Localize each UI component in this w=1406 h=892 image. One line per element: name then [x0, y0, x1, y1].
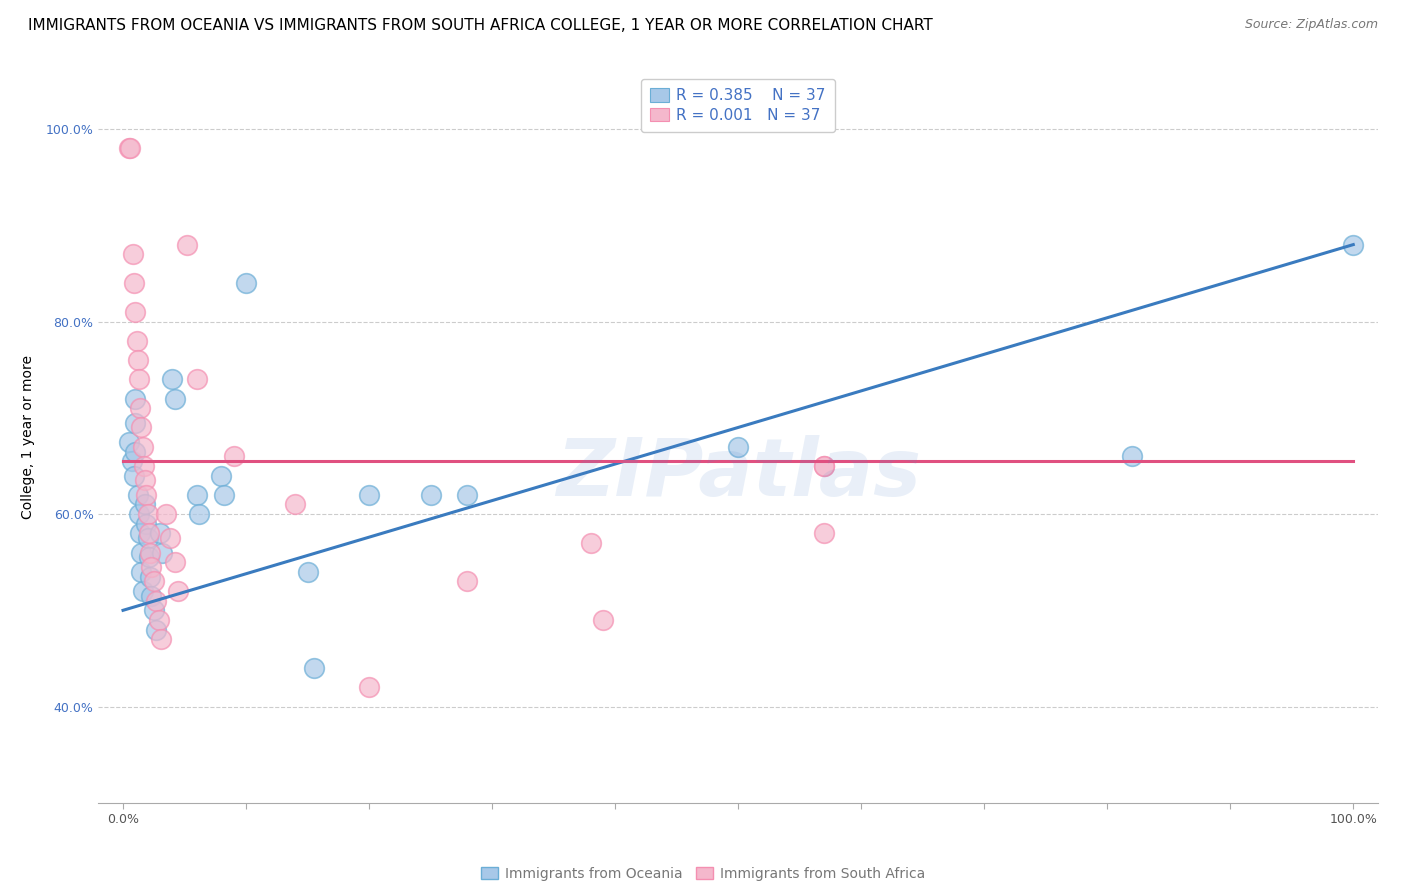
Legend: R = 0.385    N = 37, R = 0.001   N = 37: R = 0.385 N = 37, R = 0.001 N = 37: [641, 79, 835, 132]
Point: [125, 334, 148, 348]
Point: [186, 488, 208, 502]
Point: [127, 488, 149, 502]
Point: [813, 526, 835, 541]
Point: [136, 507, 159, 521]
Point: [284, 498, 307, 512]
Point: [141, 560, 163, 574]
Point: [163, 392, 186, 406]
Point: [132, 584, 155, 599]
Point: [124, 305, 146, 319]
Point: [132, 440, 155, 454]
Point: [727, 440, 749, 454]
Point: [135, 516, 157, 531]
Point: [188, 507, 211, 521]
Point: [1341, 237, 1364, 252]
Point: [222, 450, 245, 464]
Point: [579, 536, 602, 550]
Point: [152, 545, 174, 559]
Point: [456, 488, 478, 502]
Point: [129, 526, 152, 541]
Point: [235, 276, 257, 290]
Point: [141, 589, 163, 603]
Point: [124, 392, 146, 406]
Point: [131, 420, 153, 434]
Point: [131, 565, 153, 579]
Point: [118, 434, 141, 449]
Point: [159, 531, 181, 545]
Point: [122, 468, 145, 483]
Point: [297, 565, 319, 579]
Point: [134, 498, 156, 512]
Point: [129, 401, 152, 416]
Point: [167, 584, 190, 599]
Point: [145, 593, 167, 607]
Text: IMMIGRANTS FROM OCEANIA VS IMMIGRANTS FROM SOUTH AFRICA COLLEGE, 1 YEAR OR MORE : IMMIGRANTS FROM OCEANIA VS IMMIGRANTS FR…: [28, 18, 932, 33]
Point: [813, 458, 835, 473]
Point: [302, 661, 325, 675]
Point: [813, 458, 835, 473]
Point: [155, 507, 177, 521]
Point: [212, 488, 235, 502]
Point: [163, 555, 186, 569]
Point: [211, 468, 233, 483]
Point: [128, 507, 150, 521]
Point: [592, 613, 614, 627]
Point: [162, 372, 183, 386]
Point: [121, 454, 143, 468]
Point: [139, 545, 162, 559]
Point: [145, 623, 167, 637]
Point: [456, 574, 478, 589]
Y-axis label: College, 1 year or more: College, 1 year or more: [21, 355, 35, 519]
Point: [150, 632, 173, 647]
Point: [118, 141, 141, 155]
Point: [132, 458, 155, 473]
Point: [122, 247, 145, 261]
Point: [131, 545, 153, 559]
Point: [136, 531, 159, 545]
Point: [139, 569, 162, 583]
Point: [142, 603, 165, 617]
Point: [127, 353, 149, 368]
Point: [124, 416, 146, 430]
Point: [176, 237, 198, 252]
Text: ZIPatlas: ZIPatlas: [555, 434, 921, 513]
Point: [149, 526, 172, 541]
Point: [120, 141, 142, 155]
Point: [148, 613, 170, 627]
Point: [135, 488, 157, 502]
Point: [128, 372, 150, 386]
Point: [138, 550, 160, 565]
Point: [138, 526, 160, 541]
Point: [419, 488, 441, 502]
Point: [357, 681, 380, 695]
Point: [134, 474, 156, 488]
Point: [1121, 450, 1143, 464]
Point: [122, 276, 145, 290]
Point: [142, 574, 165, 589]
Point: [357, 488, 380, 502]
Legend: Immigrants from Oceania, Immigrants from South Africa: Immigrants from Oceania, Immigrants from…: [481, 867, 925, 880]
Point: [186, 372, 208, 386]
Point: [124, 444, 146, 458]
Text: Source: ZipAtlas.com: Source: ZipAtlas.com: [1244, 18, 1378, 31]
